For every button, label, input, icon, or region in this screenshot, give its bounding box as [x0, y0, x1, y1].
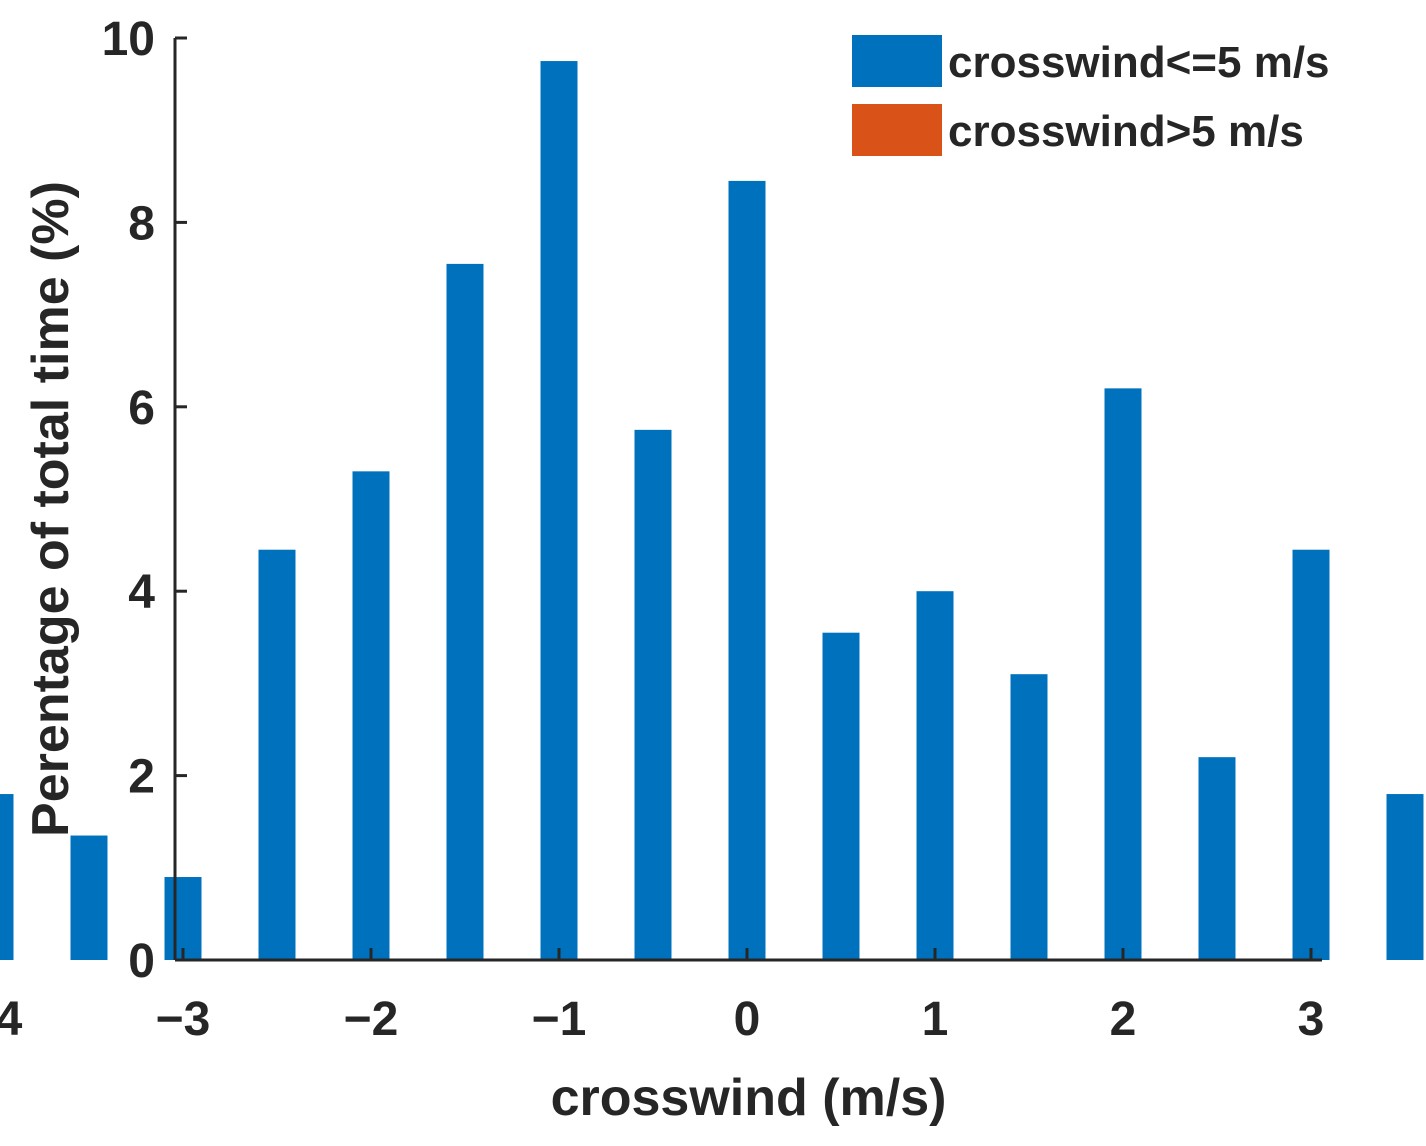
y-tick-label: 8 — [128, 197, 155, 250]
x-tick-label: −1 — [532, 993, 587, 1046]
bar-low-5 — [258, 549, 296, 960]
y-tick-label: 6 — [128, 382, 155, 435]
y-tick-label: 0 — [128, 935, 155, 988]
bar-low-10 — [728, 180, 766, 960]
x-tick-label: −3 — [156, 993, 211, 1046]
legend-label-low: crosswind<=5 m/s — [948, 38, 1330, 87]
bar-low-2 — [0, 794, 14, 960]
bar-low-14 — [1104, 388, 1142, 960]
y-tick-label: 2 — [128, 751, 155, 804]
y-ticks-group: 0 2 4 6 8 10 — [102, 13, 187, 988]
legend-swatch-blue — [852, 35, 942, 87]
x-tick-label: −2 — [344, 993, 399, 1046]
y-tick-label: 4 — [128, 566, 155, 619]
bar-low-11 — [822, 632, 860, 960]
bar-low-15 — [1198, 757, 1236, 960]
x-ticks-group: −5−4−3−2−1012345 — [0, 948, 1325, 1046]
bar-low-6 — [352, 471, 390, 960]
legend-swatch-orange — [852, 104, 942, 156]
bar-low-3 — [70, 835, 108, 960]
x-axis-label: crosswind (m/s) — [551, 1069, 947, 1127]
bar-low-13 — [1010, 674, 1048, 960]
x-tick-label: 0 — [734, 993, 761, 1046]
x-tick-label: 1 — [922, 993, 949, 1046]
legend: crosswind<=5 m/s crosswind>5 m/s — [852, 35, 1330, 156]
bar-low-9 — [634, 429, 672, 961]
bar-low-7 — [446, 263, 484, 960]
y-tick-label: 10 — [102, 13, 155, 66]
x-tick-label: 3 — [1298, 993, 1325, 1046]
legend-label-high: crosswind>5 m/s — [948, 107, 1304, 156]
y-axis-label: Perentage of total time (%) — [22, 181, 80, 837]
bar-low-8 — [540, 61, 578, 961]
bar-low-16 — [1292, 549, 1330, 960]
bar-low-17 — [1386, 794, 1424, 960]
bar-low-12 — [916, 591, 954, 960]
bar-low-4 — [164, 877, 202, 960]
bars-group — [0, 61, 1424, 961]
x-tick-label: −4 — [0, 993, 23, 1046]
x-tick-label: 2 — [1110, 993, 1137, 1046]
